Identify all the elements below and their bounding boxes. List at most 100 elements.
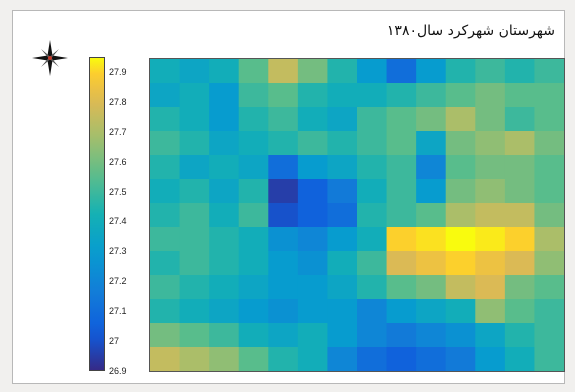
heatmap-cell (297, 251, 329, 276)
heatmap-cell (504, 251, 536, 276)
heatmap-cell (179, 299, 210, 324)
heatmap-cell (268, 107, 299, 132)
heatmap-cell (445, 179, 476, 204)
heatmap-cell (209, 107, 240, 132)
heatmap-cell (416, 131, 447, 156)
heatmap-cell (179, 251, 210, 276)
heatmap-cell (150, 251, 181, 276)
heatmap-cell (268, 83, 299, 108)
heatmap-cell (475, 227, 506, 252)
heatmap-cell (238, 179, 269, 204)
heatmap-cell (475, 131, 506, 156)
heatmap-cell (209, 59, 240, 84)
heatmap-cell (238, 155, 269, 180)
heatmap-cell (475, 107, 506, 132)
heatmap-cell (416, 251, 447, 276)
heatmap-cell (504, 347, 536, 371)
heatmap-cell (150, 179, 181, 204)
heatmap-cell (297, 131, 329, 156)
heatmap-cell (327, 203, 358, 228)
heatmap-cell (179, 83, 210, 108)
heatmap-cell (386, 83, 417, 108)
heatmap-cell (150, 59, 181, 84)
heatmap-cell (327, 251, 358, 276)
heatmap-cell (179, 323, 210, 348)
heatmap-cell (209, 203, 240, 228)
heatmap-cell (475, 347, 506, 371)
heatmap-cell (209, 179, 240, 204)
heatmap-cell (327, 179, 358, 204)
heatmap-cell (297, 107, 329, 132)
heatmap-cell (445, 347, 476, 371)
heatmap-cell (504, 227, 536, 252)
compass-rose-icon (32, 40, 68, 76)
heatmap-cell (327, 347, 358, 371)
heatmap-cell (297, 203, 329, 228)
heatmap-cell (297, 347, 329, 371)
heatmap-cell (504, 107, 536, 132)
heatmap-cell (416, 155, 447, 180)
heatmap-cell (357, 179, 388, 204)
heatmap-cell (179, 275, 210, 300)
heatmap-cell (534, 59, 564, 84)
heatmap-cell (445, 59, 476, 84)
heatmap-cell (150, 347, 181, 371)
heatmap-cell (357, 107, 388, 132)
heatmap-cell (150, 107, 181, 132)
heatmap-cell (386, 347, 417, 371)
heatmap-cell (357, 227, 388, 252)
heatmap-cell (327, 59, 358, 84)
heatmap-cell (209, 347, 240, 371)
heatmap-cell (386, 155, 417, 180)
heatmap-cell (268, 299, 299, 324)
heatmap-cell (297, 275, 329, 300)
heatmap-cell (268, 179, 299, 204)
colorbar-tick-label: 27.2 (109, 276, 127, 287)
colorbar-tick-label: 27 (109, 336, 120, 347)
heatmap-cell (268, 251, 299, 276)
colorbar-tick-label: 27.1 (109, 306, 127, 317)
heatmap-cell (268, 347, 299, 371)
heatmap-cell (357, 155, 388, 180)
heatmap-cell (504, 59, 536, 84)
heatmap-cell (209, 323, 240, 348)
colorbar (89, 57, 105, 371)
heatmap-cell (504, 299, 536, 324)
heatmap-cell (150, 299, 181, 324)
heatmap-cell (534, 203, 564, 228)
heatmap-cell (268, 131, 299, 156)
heatmap-cell (238, 107, 269, 132)
heatmap-cell (416, 275, 447, 300)
heatmap-cell (150, 275, 181, 300)
heatmap-cell (209, 83, 240, 108)
heatmap-cell (268, 227, 299, 252)
heatmap-cell (475, 299, 506, 324)
heatmap-cell (416, 107, 447, 132)
heatmap-cell (179, 131, 210, 156)
colorbar-tick-label: 27.4 (109, 216, 127, 227)
heatmap-cell (386, 131, 417, 156)
heatmap-cell (357, 251, 388, 276)
heatmap-cell (445, 323, 476, 348)
heatmap-cell (179, 155, 210, 180)
heatmap-cell (475, 59, 506, 84)
colorbar-tick-label: 27.9 (109, 66, 127, 77)
heatmap-cell (475, 155, 506, 180)
heatmap-cell (357, 59, 388, 84)
heatmap-cell (297, 155, 329, 180)
heatmap-cell (179, 227, 210, 252)
chart-title: شهرستان شهرکرد سال۱۳۸۰ (386, 23, 555, 39)
heatmap-cell (357, 299, 388, 324)
heatmap (149, 58, 565, 372)
heatmap-cell (150, 227, 181, 252)
heatmap-cell (357, 323, 388, 348)
heatmap-cell (386, 203, 417, 228)
heatmap-cell (386, 59, 417, 84)
heatmap-cell (475, 83, 506, 108)
heatmap-cell (386, 251, 417, 276)
heatmap-cell (445, 107, 476, 132)
heatmap-cell (386, 179, 417, 204)
heatmap-cell (357, 83, 388, 108)
heatmap-cell (504, 155, 536, 180)
heatmap-cell (268, 59, 299, 84)
